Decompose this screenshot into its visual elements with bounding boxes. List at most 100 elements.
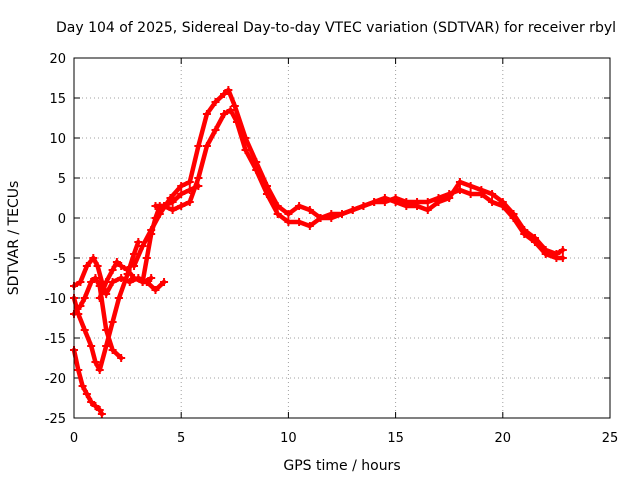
data-point [541, 250, 550, 258]
data-point [305, 206, 314, 214]
data-point [477, 190, 486, 198]
data-point [295, 218, 304, 226]
data-point [151, 286, 160, 294]
data-point [230, 102, 239, 110]
data-point [82, 262, 91, 270]
y-tick-label: 20 [49, 52, 66, 67]
data-point [177, 190, 186, 198]
data-point [185, 198, 194, 206]
data-point [220, 110, 229, 118]
data-point [252, 166, 261, 174]
plot-frame [73, 57, 611, 419]
data-point [168, 198, 177, 206]
data-point [130, 250, 139, 258]
y-tick-label: -25 [45, 412, 66, 427]
x-tick-label: 10 [280, 431, 297, 446]
data-point [445, 190, 454, 198]
data-point [273, 210, 282, 218]
series-early-2 [71, 347, 105, 417]
data-point [74, 366, 83, 374]
data-point [108, 266, 117, 274]
data-point [80, 326, 89, 334]
data-point [112, 258, 121, 266]
data-point [423, 206, 432, 214]
data-point [115, 294, 124, 302]
data-point [91, 274, 100, 282]
data-point [97, 410, 106, 418]
data-point [76, 278, 85, 286]
data-point [348, 206, 357, 214]
data-point [93, 262, 102, 270]
data-point [95, 366, 104, 374]
data-point [177, 182, 186, 190]
data-point [316, 214, 325, 222]
data-point [202, 142, 211, 150]
x-tick-label: 25 [602, 431, 619, 446]
axis-ticks: 0 5 10 15 20 25 -25 -20 -15 -10 -5 0 5 10 15 20 [45, 52, 619, 446]
data-point [220, 90, 229, 98]
data-point [82, 390, 91, 398]
data-point [168, 206, 177, 214]
data-point [558, 246, 567, 254]
chart-title: Day 104 of 2025, Sidereal Day-to-day VTE… [56, 20, 616, 36]
data-point [224, 86, 233, 94]
data-point [194, 182, 203, 190]
data-point [226, 106, 235, 114]
data-point [370, 198, 379, 206]
data-point [391, 194, 400, 202]
data-point [488, 198, 497, 206]
data-point [211, 98, 220, 106]
x-tick-label: 20 [495, 431, 512, 446]
data-point [380, 198, 389, 206]
x-axis-label: GPS time / hours [283, 458, 400, 474]
x-tick-label: 5 [177, 431, 185, 446]
x-tick-label: 15 [387, 431, 404, 446]
data-point [80, 294, 89, 302]
y-tick-label: 5 [58, 172, 66, 187]
data-point [117, 262, 126, 270]
series-main-arc-b [153, 107, 566, 261]
data-point [160, 278, 169, 286]
data-point [185, 186, 194, 194]
data-point [262, 190, 271, 198]
data-point [185, 178, 194, 186]
data-point [134, 238, 143, 246]
data-point [91, 402, 100, 410]
data-point [232, 118, 241, 126]
data-point [530, 238, 539, 246]
data-point [147, 230, 156, 238]
y-tick-label: -5 [53, 252, 66, 267]
y-tick-label: 15 [49, 92, 66, 107]
data-point [558, 254, 567, 262]
data-point [87, 278, 96, 286]
data-point [130, 274, 139, 282]
data-point [102, 278, 111, 286]
y-tick-label: 10 [49, 132, 66, 147]
data-point [160, 202, 169, 210]
data-point [413, 198, 422, 206]
data-point [359, 202, 368, 210]
data-point [108, 346, 117, 354]
data-point [455, 178, 464, 186]
data-point [327, 214, 336, 222]
data-point [402, 198, 411, 206]
data-point [102, 342, 111, 350]
data-point [295, 202, 304, 210]
data-point [177, 202, 186, 210]
data-point [123, 266, 132, 274]
data-point [142, 254, 151, 262]
data-point [125, 278, 134, 286]
data-point [284, 210, 293, 218]
data-point [102, 326, 111, 334]
data-point [117, 354, 126, 362]
data-point [76, 302, 85, 310]
y-tick-label: -10 [45, 292, 66, 307]
data-point [305, 222, 314, 230]
data-series-group [70, 86, 567, 418]
data-point [455, 186, 464, 194]
data-point [87, 398, 96, 406]
data-point [194, 142, 203, 150]
data-point [488, 190, 497, 198]
data-point [498, 202, 507, 210]
